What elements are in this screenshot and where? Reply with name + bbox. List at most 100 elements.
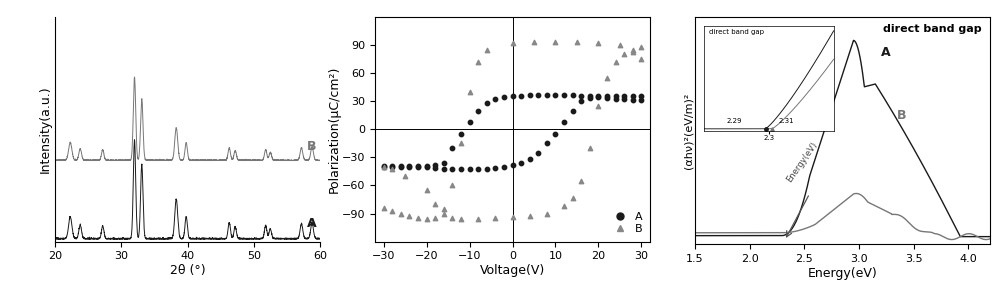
- Point: [504, 41, 520, 45]
- Point: [582, 94, 598, 99]
- Point: [436, 161, 452, 165]
- Point: [582, 96, 598, 101]
- Point: [419, 188, 435, 192]
- Point: [470, 166, 486, 171]
- Point: [453, 132, 469, 136]
- Point: [573, 93, 589, 98]
- Point: [616, 52, 632, 56]
- Point: [625, 50, 641, 55]
- Point: [436, 207, 452, 211]
- Point: [565, 195, 581, 200]
- X-axis label: 2θ (°): 2θ (°): [170, 264, 205, 277]
- Point: [479, 101, 495, 105]
- Point: [547, 132, 563, 136]
- Point: [393, 211, 409, 216]
- Point: [384, 209, 400, 213]
- Point: [470, 108, 486, 113]
- Point: [393, 164, 409, 168]
- Point: [487, 216, 503, 221]
- Point: [608, 97, 624, 101]
- Point: [427, 163, 443, 167]
- Point: [633, 93, 649, 98]
- Point: [427, 202, 443, 207]
- Point: [539, 141, 555, 146]
- Point: [590, 95, 606, 100]
- Point: [479, 47, 495, 52]
- Point: [612, 43, 628, 47]
- Point: [410, 216, 426, 221]
- Point: [513, 93, 529, 98]
- Point: [539, 211, 555, 216]
- Point: [453, 141, 469, 146]
- Point: [504, 163, 520, 167]
- Point: [547, 92, 563, 97]
- Point: [569, 40, 585, 44]
- Point: [522, 92, 538, 97]
- Point: [625, 93, 641, 98]
- Point: [401, 164, 417, 169]
- Point: [436, 211, 452, 216]
- Point: [419, 217, 435, 221]
- Point: [453, 217, 469, 221]
- Y-axis label: Polarization(μC/cm²): Polarization(μC/cm²): [327, 65, 340, 193]
- Point: [565, 108, 581, 113]
- Point: [376, 206, 392, 210]
- Point: [625, 47, 641, 52]
- Point: [590, 41, 606, 45]
- Point: [633, 57, 649, 61]
- Point: [573, 178, 589, 183]
- Point: [616, 93, 632, 98]
- Legend: A, B: A, B: [607, 209, 644, 236]
- Point: [556, 119, 572, 124]
- Point: [384, 166, 400, 171]
- Point: [401, 214, 417, 219]
- Text: direct band gap: direct band gap: [883, 24, 981, 34]
- Point: [530, 150, 546, 155]
- Point: [419, 164, 435, 168]
- Point: [539, 92, 555, 97]
- Y-axis label: (αhν)²(eV/m)²: (αhν)²(eV/m)²: [684, 92, 694, 169]
- Point: [504, 215, 520, 219]
- Point: [462, 166, 478, 171]
- Point: [470, 217, 486, 221]
- Text: B: B: [307, 140, 316, 153]
- Point: [590, 94, 606, 99]
- Point: [565, 92, 581, 97]
- Point: [376, 164, 392, 169]
- Point: [444, 183, 460, 188]
- Point: [487, 97, 503, 101]
- Point: [462, 90, 478, 94]
- Point: [616, 97, 632, 101]
- Point: [376, 164, 392, 169]
- Point: [633, 45, 649, 49]
- Point: [384, 164, 400, 169]
- Text: A: A: [881, 46, 890, 59]
- Point: [547, 40, 563, 44]
- Point: [444, 216, 460, 221]
- Point: [397, 174, 413, 178]
- Point: [376, 164, 392, 168]
- Point: [530, 92, 546, 97]
- Point: [625, 98, 641, 103]
- X-axis label: Energy(eV): Energy(eV): [808, 267, 877, 280]
- Point: [410, 164, 426, 168]
- Point: [462, 119, 478, 124]
- Point: [599, 76, 615, 80]
- Point: [599, 96, 615, 101]
- Point: [384, 164, 400, 168]
- Point: [590, 104, 606, 108]
- Point: [599, 93, 615, 98]
- Point: [444, 166, 460, 171]
- Point: [479, 166, 495, 171]
- Point: [633, 98, 649, 103]
- Point: [582, 146, 598, 150]
- Point: [526, 40, 542, 44]
- Text: B: B: [897, 109, 907, 122]
- Point: [496, 95, 512, 100]
- Point: [522, 157, 538, 162]
- Point: [436, 166, 452, 171]
- Point: [608, 60, 624, 64]
- Y-axis label: Intensity(a.u.): Intensity(a.u.): [39, 85, 52, 173]
- Point: [513, 161, 529, 165]
- Point: [487, 166, 503, 170]
